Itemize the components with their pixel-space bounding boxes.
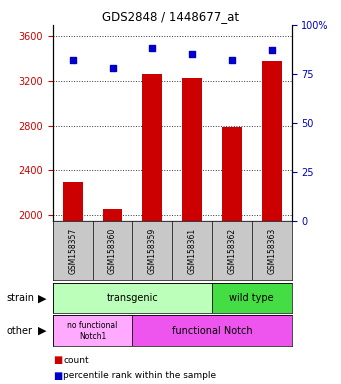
Text: strain: strain xyxy=(7,293,35,303)
Bar xyxy=(212,283,292,313)
Bar xyxy=(262,61,282,221)
Text: wild type: wild type xyxy=(229,293,274,303)
Bar xyxy=(103,209,122,221)
Text: transgenic: transgenic xyxy=(106,293,158,303)
Text: GSM158361: GSM158361 xyxy=(188,227,197,274)
Text: other: other xyxy=(7,326,33,336)
Point xyxy=(229,57,235,63)
Point xyxy=(150,45,155,51)
Point xyxy=(189,51,195,58)
Bar xyxy=(143,74,162,221)
Text: percentile rank within the sample: percentile rank within the sample xyxy=(63,371,216,380)
Text: GSM158360: GSM158360 xyxy=(108,227,117,274)
Text: no functional
Notch1: no functional Notch1 xyxy=(68,321,118,341)
Point xyxy=(269,47,275,53)
Bar xyxy=(63,182,83,221)
Point xyxy=(110,65,115,71)
Text: count: count xyxy=(63,356,89,365)
Text: ■: ■ xyxy=(53,371,62,381)
Bar xyxy=(182,78,202,221)
Bar xyxy=(53,315,132,346)
Bar xyxy=(222,127,242,221)
Bar xyxy=(132,315,292,346)
Text: GSM158357: GSM158357 xyxy=(68,227,77,274)
Text: GSM158363: GSM158363 xyxy=(267,227,276,274)
Point xyxy=(70,57,75,63)
Text: ▶: ▶ xyxy=(39,293,47,303)
Bar xyxy=(53,283,212,313)
Text: ■: ■ xyxy=(53,355,62,365)
Text: functional Notch: functional Notch xyxy=(172,326,252,336)
Text: GSM158362: GSM158362 xyxy=(227,227,236,274)
Text: GDS2848 / 1448677_at: GDS2848 / 1448677_at xyxy=(102,10,239,23)
Text: GSM158359: GSM158359 xyxy=(148,227,157,274)
Text: ▶: ▶ xyxy=(39,326,47,336)
